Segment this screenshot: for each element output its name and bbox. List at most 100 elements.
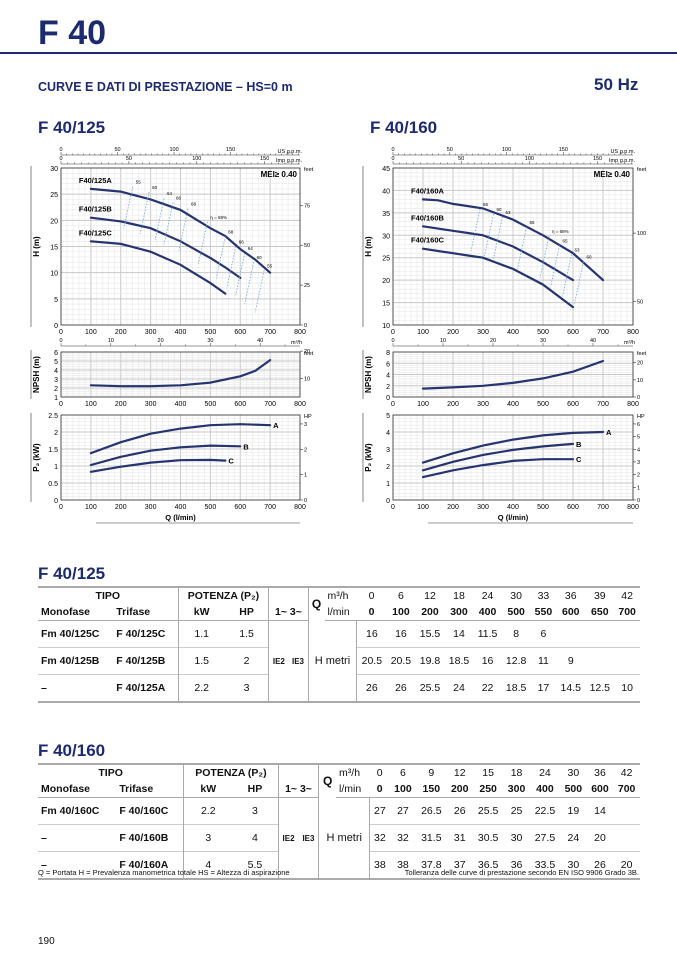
head-value: 6 [540, 628, 547, 640]
flow-m3h: 36 [564, 590, 577, 602]
power-kw: 2.2 [177, 674, 225, 702]
y-tick-label: 15 [382, 301, 390, 308]
curve-label: F40/160A [411, 186, 445, 195]
flow-lmin: 500 [501, 604, 531, 621]
head-value: 22 [473, 674, 502, 702]
efficiency-label: 64 [167, 191, 173, 196]
right-tick-label: 6 [637, 422, 640, 428]
flow-m3h: 30 [510, 590, 522, 602]
header-monofase: Monofase [38, 604, 114, 621]
power-kw: 3 [183, 824, 233, 852]
right-tick-label: 50 [637, 299, 643, 305]
secondary-tick-label: 150 [226, 147, 235, 153]
efficiency-iso-line [562, 254, 572, 297]
curve-label: F40/125C [79, 228, 113, 237]
x-tick-label: 400 [507, 329, 519, 336]
head-value: 11 [530, 647, 557, 675]
header-kw: kW [183, 781, 233, 798]
x-tick-label: 800 [294, 504, 306, 511]
flow-lmin: 700 [614, 604, 640, 621]
y-tick-label: 0 [54, 498, 58, 505]
y-tick-label: 45 [382, 166, 390, 173]
x-tick-label: 400 [175, 504, 187, 511]
head-value: 26 [356, 674, 387, 702]
secondary-tick-label: 150 [593, 156, 602, 162]
right-tick-label: 2 [304, 447, 307, 453]
efficiency-label: 68 [191, 202, 197, 207]
chart-title-160: F 40/160 [370, 118, 438, 137]
head-value: 36.5 [473, 851, 504, 879]
y-tick-label: 5 [54, 297, 58, 304]
y-axis-label: NPSH (m) [32, 356, 41, 393]
head-value: 12.5 [585, 674, 615, 702]
head-value: 9 [556, 647, 586, 675]
x-tick-label: 800 [627, 329, 639, 336]
curve-F40/160B [421, 225, 575, 282]
header-phase: 1~ 3~ [268, 604, 309, 621]
flow-lmin: 300 [444, 604, 474, 621]
efficiency-iso-line [215, 236, 226, 279]
curve-A [89, 423, 272, 455]
header-hp: HP [224, 604, 269, 621]
flow-m3h: 24 [539, 767, 551, 779]
efficiency-iso-line [574, 261, 584, 304]
secondary-tick-label: 30 [540, 338, 546, 344]
flow-m3h: 33 [537, 590, 550, 602]
efficiency-iso-line [163, 202, 174, 245]
right-tick-label: 75 [304, 203, 310, 209]
head-value: 10 [614, 674, 640, 702]
head-value: 27 [397, 805, 409, 817]
secondary-tick-label: 0 [59, 147, 62, 153]
x-tick-label: 400 [175, 329, 187, 336]
secondary-tick-label: 100 [525, 156, 534, 162]
model-trifase: F 40/160A [116, 851, 184, 879]
plot-frame [60, 167, 301, 326]
table-row: Fm 40/160C F 40/160C 2.2 3 IE2 IE3 H metri 27 27… [38, 797, 640, 879]
secondary-axis: 0 10 20 30 40 m³/h [391, 338, 635, 347]
flow-lmin: 0 [369, 781, 390, 798]
y-tick-label: 2 [54, 386, 58, 393]
flow-m3h: 39 [593, 590, 606, 602]
secondary-tick-label: 40 [590, 338, 596, 344]
model-monofase: Fm 40/160C [41, 805, 100, 817]
secondary-tick-label: 100 [502, 147, 511, 153]
y-tick-label: 4 [54, 368, 58, 375]
efficiency-class-ie3: IE3 [302, 833, 315, 843]
y-tick-label: 30 [382, 233, 390, 240]
head-value: 20 [586, 824, 614, 852]
right-tick-label: 10 [637, 378, 643, 384]
footer-legend: Q = Portata H = Prevalenza manometrica t… [38, 868, 290, 877]
model-trifase: F 40/125B [113, 647, 179, 675]
secondary-axis: 0 10 20 30 40 m³/h [59, 338, 302, 347]
head-value [585, 621, 614, 648]
y-tick-label: 5 [386, 413, 390, 420]
head-value: 14 [453, 628, 465, 640]
curve-label: F40/160C [411, 236, 445, 245]
y-tick-label: 4 [386, 430, 390, 437]
head-value: 26.5 [421, 805, 442, 817]
x-tick-label: 500 [205, 401, 217, 408]
flow-m3h: 15 [482, 767, 494, 779]
table-row: – F 40/125A 2.2 3 26 26 25.5 24 22 18.5 17 14.5 12.5… [38, 674, 640, 702]
flow-lmin: 300 [503, 781, 530, 798]
head-value [556, 621, 585, 648]
y-tick-label: 1 [54, 395, 58, 402]
y-axis-label: P₂ (kW) [364, 443, 373, 472]
head-value: 26 [586, 851, 614, 879]
x-tick-label: 300 [145, 504, 157, 511]
header-monofase: Monofase [38, 781, 117, 798]
y-tick-label: 3 [386, 447, 390, 454]
x-tick-label: 300 [477, 504, 489, 511]
head-value: 32 [369, 824, 390, 852]
head-value: 24 [444, 674, 474, 702]
head-value: 25.5 [415, 674, 445, 702]
head-value: 16 [473, 647, 502, 675]
efficiency-iso-line [244, 261, 255, 305]
secondary-axis-label: m³/h [291, 340, 302, 346]
secondary-tick-label: 20 [490, 338, 496, 344]
curve-F40/160C [421, 247, 575, 309]
x-tick-label: 600 [567, 504, 579, 511]
x-tick-label: 200 [115, 401, 127, 408]
x-tick-label: 400 [507, 504, 519, 511]
